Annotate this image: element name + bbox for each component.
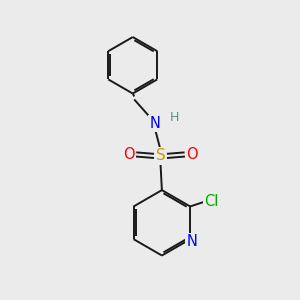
Text: O: O — [123, 147, 135, 162]
Text: S: S — [155, 148, 165, 164]
Text: N: N — [150, 116, 160, 131]
Text: N: N — [186, 234, 197, 249]
Text: H: H — [170, 111, 179, 124]
Text: Cl: Cl — [204, 194, 219, 208]
Text: O: O — [186, 147, 197, 162]
